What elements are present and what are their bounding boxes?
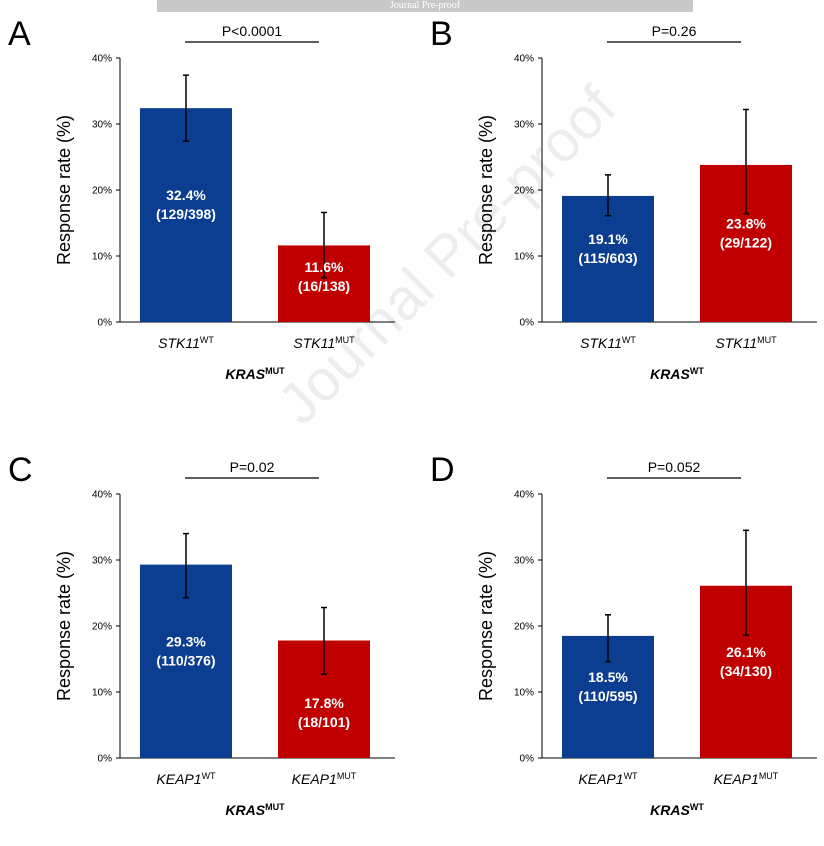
- y-tick-label: 10%: [92, 688, 112, 699]
- bar-count-label: (16/138): [298, 278, 350, 294]
- x-category-label: STK11WT: [580, 335, 636, 351]
- bar-value-label: 29.3%: [166, 633, 206, 649]
- panel-D: D P=0.052 0% 10% 20% 30% 40% Response rate (%) 1…: [430, 451, 817, 818]
- panel-letter: C: [8, 451, 33, 489]
- y-tick-label: 0%: [98, 754, 113, 765]
- panel-letter: D: [430, 451, 455, 489]
- journal-preproof-banner: Journal Pre-proof: [157, 0, 693, 12]
- y-tick-label: 0%: [520, 318, 535, 329]
- bar-count-label: (115/603): [578, 250, 637, 266]
- x-group-label: KRASWT: [650, 366, 704, 382]
- y-tick-label: 20%: [514, 186, 534, 197]
- y-tick-label: 0%: [520, 754, 535, 765]
- bar-value-label: 32.4%: [166, 187, 206, 203]
- y-tick-label: 30%: [514, 120, 534, 131]
- pvalue-label: P=0.02: [230, 459, 275, 475]
- pvalue-label: P=0.26: [652, 23, 697, 39]
- bar-count-label: (18/101): [298, 714, 350, 730]
- bar-value-label: 26.1%: [726, 644, 766, 660]
- x-category-label: KEAP1WT: [578, 771, 638, 787]
- x-category-label: KEAP1MUT: [292, 771, 357, 787]
- bar-count-label: (110/595): [578, 688, 637, 704]
- panel-C: C P=0.02 0% 10% 20% 30% 40% Response rate (%) 29…: [8, 451, 395, 818]
- panel-B: B P=0.26 0% 10% 20% 30% 40% Response rate (%) 19…: [430, 15, 817, 382]
- y-tick-label: 30%: [92, 556, 112, 567]
- y-tick-label: 10%: [514, 252, 534, 263]
- bar-value-label: 17.8%: [304, 695, 344, 711]
- bar: [562, 195, 654, 322]
- y-axis-title: Response rate (%): [476, 551, 496, 701]
- y-tick-label: 40%: [92, 490, 112, 501]
- panel-letter: B: [430, 15, 453, 53]
- bar-value-label: 23.8%: [726, 215, 766, 231]
- x-category-label: STK11MUT: [715, 335, 777, 351]
- y-tick-label: 40%: [514, 490, 534, 501]
- x-category-label: STK11MUT: [293, 335, 355, 351]
- panel-A: A P<0.0001 0% 10% 20% 30% 40% Response rate (%)…: [8, 15, 395, 382]
- y-tick-label: 20%: [514, 622, 534, 633]
- pvalue-label: P=0.052: [648, 459, 701, 475]
- x-group-label: KRASMUT: [225, 366, 285, 382]
- x-category-label: STK11WT: [158, 335, 214, 351]
- panel-letter: A: [8, 15, 31, 53]
- y-tick-label: 10%: [514, 688, 534, 699]
- y-axis-title: Response rate (%): [476, 115, 496, 265]
- bar-value-label: 19.1%: [588, 231, 628, 247]
- y-tick-label: 40%: [92, 54, 112, 65]
- bar-count-label: (129/398): [156, 206, 216, 222]
- y-axis-title: Response rate (%): [54, 551, 74, 701]
- bar-count-label: (29/122): [720, 234, 772, 250]
- x-group-label: KRASMUT: [225, 802, 285, 818]
- y-tick-label: 30%: [514, 556, 534, 567]
- x-category-label: KEAP1MUT: [714, 771, 779, 787]
- y-tick-label: 30%: [92, 120, 112, 131]
- y-tick-label: 0%: [98, 318, 113, 329]
- bar-count-label: (110/376): [156, 652, 215, 668]
- bar: [140, 108, 232, 322]
- y-tick-label: 20%: [92, 186, 112, 197]
- y-tick-label: 40%: [514, 54, 534, 65]
- x-group-label: KRASWT: [650, 802, 704, 818]
- y-tick-label: 20%: [92, 622, 112, 633]
- bar-count-label: (34/130): [720, 663, 772, 679]
- pvalue-label: P<0.0001: [222, 23, 283, 39]
- y-tick-label: 10%: [92, 252, 112, 263]
- bar-value-label: 11.6%: [305, 259, 344, 275]
- y-axis-title: Response rate (%): [54, 115, 74, 265]
- x-category-label: KEAP1WT: [156, 771, 216, 787]
- bar-value-label: 18.5%: [588, 669, 628, 685]
